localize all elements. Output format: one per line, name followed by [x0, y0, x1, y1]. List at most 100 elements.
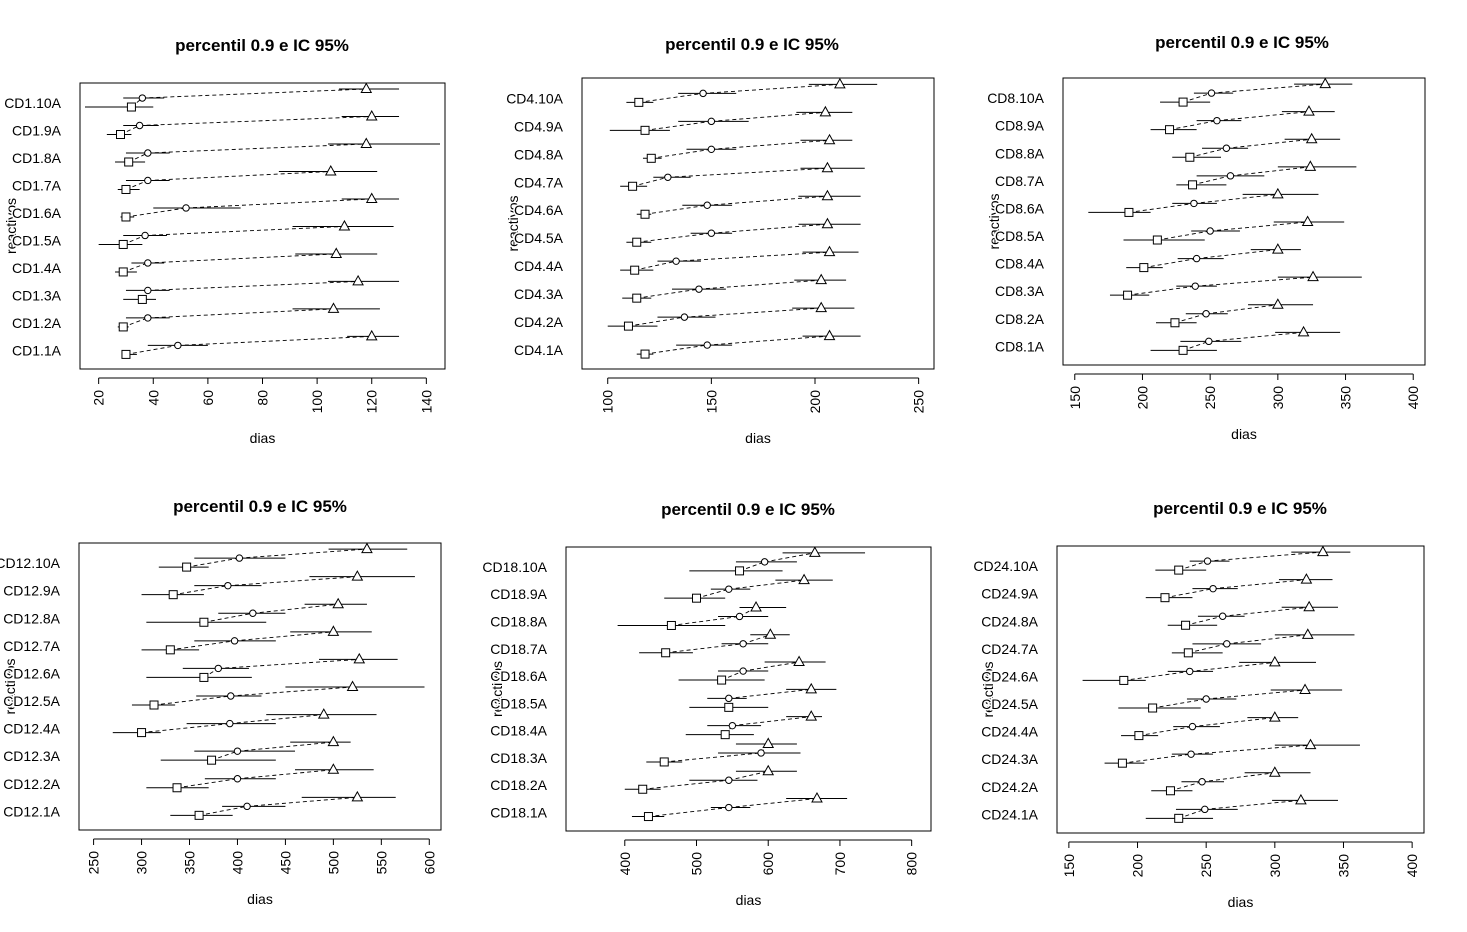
connector-line [642, 779, 729, 790]
y-tick-label: CD18.8A [490, 613, 547, 629]
y-tick-label: CD12.2A [3, 776, 60, 792]
x-tick-label: 250 [86, 851, 102, 875]
panel-6: percentil 0.9 e IC 95% 150 200 250 300 350 400… [972, 499, 1425, 910]
square-point [623, 321, 633, 331]
triangle-point [327, 302, 340, 313]
triangle-point [762, 737, 775, 748]
circle-point [144, 149, 152, 157]
square-point [735, 566, 745, 576]
connector-line [1178, 808, 1205, 819]
connector-line [211, 750, 238, 761]
x-tick-label: 600 [421, 851, 437, 875]
triangle-point [815, 301, 828, 313]
connector-line [634, 260, 677, 271]
connector-line [1188, 643, 1227, 654]
circle-point [226, 719, 234, 728]
circle-point [703, 341, 711, 349]
connector-line [230, 686, 353, 697]
x-tick-label: 20 [91, 390, 107, 406]
x-tick-label: 450 [277, 851, 293, 875]
circle-point [672, 257, 680, 265]
x-tick-label: 400 [1404, 854, 1420, 878]
connector-line [644, 120, 712, 131]
triangle-point [834, 77, 846, 89]
square-point [632, 293, 642, 303]
connector-line [1216, 111, 1310, 122]
square-point [666, 620, 676, 630]
circle-point [1218, 612, 1227, 620]
connector-line [636, 232, 712, 243]
x-tick-label: 200 [1130, 854, 1146, 878]
x-tick-label: 100 [309, 390, 325, 414]
connector-line [1157, 230, 1211, 241]
connector-line [1138, 726, 1193, 737]
connector-line [644, 204, 708, 215]
circle-point [707, 229, 716, 237]
connector-line [147, 143, 367, 154]
connector-line [1210, 221, 1308, 232]
connector-line [1128, 202, 1194, 213]
connector-line [636, 288, 699, 299]
square-point [126, 102, 136, 112]
y-tick-label: CD18.4A [490, 723, 547, 739]
square-point [194, 810, 204, 820]
triangle-point [324, 164, 337, 176]
y-tick-label: CD8.10A [987, 90, 1044, 106]
y-tick-label: CD8.1A [995, 338, 1045, 354]
connector-line [764, 552, 815, 563]
y-tick-label: CD24.6A [981, 668, 1038, 684]
connector-line [1196, 249, 1278, 260]
circle-point [1207, 89, 1216, 97]
connector-line [1164, 588, 1214, 599]
connector-line [1226, 138, 1312, 149]
connector-line [1182, 92, 1212, 103]
y-tick-label: CD8.8A [995, 145, 1045, 161]
circle-point [757, 749, 765, 757]
connector-line [651, 148, 712, 159]
x-tick-label: 100 [600, 390, 616, 414]
square-point [1170, 318, 1180, 328]
circle-point [144, 176, 152, 185]
circle-point [703, 201, 711, 209]
square-point [1165, 786, 1175, 796]
triangle-point [805, 710, 818, 721]
x-tick-label: 300 [134, 851, 150, 875]
connector-line [1191, 744, 1311, 755]
y-axis-label: reactivos [2, 658, 18, 714]
x-axis-label: dias [745, 430, 771, 446]
circle-point [739, 640, 747, 648]
triangle-point [1271, 187, 1284, 199]
connector-line [676, 251, 830, 262]
circle-point [1185, 667, 1194, 676]
connector-line [1204, 799, 1301, 810]
y-tick-label: CD1.1A [12, 342, 62, 358]
y-tick-label: CD24.3A [981, 751, 1038, 767]
connector-line [1143, 258, 1197, 269]
chart-title: percentil 0.9 e IC 95% [1155, 33, 1329, 52]
circle-point [235, 554, 244, 562]
triangle-point [808, 546, 821, 557]
circle-point [1209, 584, 1217, 593]
connector-line [218, 658, 360, 669]
x-tick-label: 400 [229, 851, 245, 875]
connector-line [237, 741, 334, 752]
x-tick-label: 120 [364, 390, 380, 414]
triangle-point [1300, 573, 1313, 584]
circle-point [725, 585, 733, 593]
triangle-point [1304, 160, 1317, 171]
y-tick-label: CD24.4A [981, 724, 1038, 740]
triangle-point [819, 105, 832, 117]
triangle-point [365, 109, 378, 121]
triangle-point [1299, 683, 1311, 695]
y-tick-label: CD1.3A [12, 287, 62, 303]
triangle-point [1303, 105, 1315, 116]
y-tick-label: CD8.4A [995, 256, 1045, 272]
connector-line [632, 176, 668, 187]
triangle-point [360, 82, 373, 94]
connector-line [728, 688, 812, 699]
connector-line [1182, 340, 1209, 351]
x-tick-label: 500 [325, 851, 341, 875]
triangle-point [1297, 325, 1310, 337]
circle-point [249, 609, 257, 617]
triangle-point [317, 708, 330, 719]
